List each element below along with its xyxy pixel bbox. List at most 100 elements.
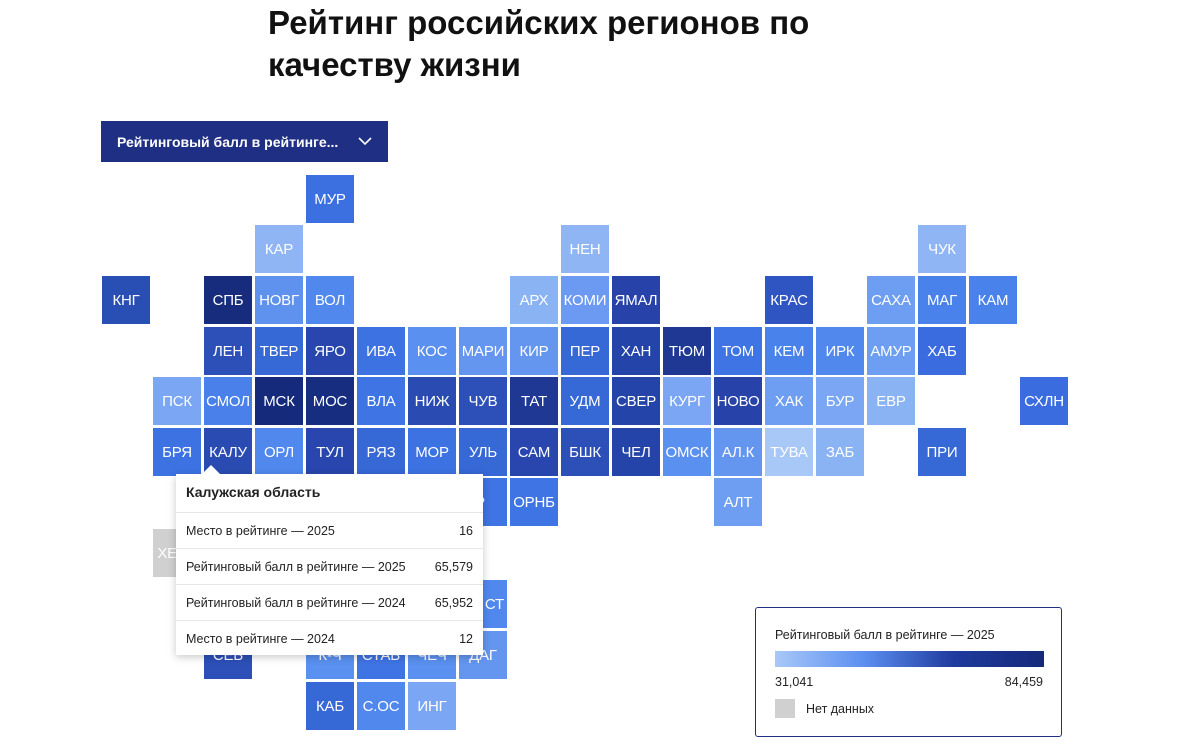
- region-tile-label: ПРИ: [926, 443, 958, 461]
- tooltip-row-label: Место в рейтинге — 2024: [186, 631, 335, 646]
- region-tile[interactable]: ЧУВ: [459, 377, 507, 425]
- region-tile[interactable]: КРАС: [765, 276, 813, 324]
- region-tile[interactable]: ЯМАЛ: [612, 276, 660, 324]
- region-tile[interactable]: МАГ: [918, 276, 966, 324]
- region-tile[interactable]: АЛТ: [714, 478, 762, 526]
- region-tile-label: МОС: [312, 392, 348, 410]
- tooltip-row-value: 16: [459, 523, 473, 538]
- region-tile[interactable]: НОВО: [714, 377, 762, 425]
- region-tile[interactable]: ХАБ: [918, 327, 966, 375]
- legend-title: Рейтинговый балл в рейтинге — 2025: [775, 628, 995, 642]
- region-tile[interactable]: АМУР: [867, 327, 915, 375]
- region-tile[interactable]: МАРИ: [459, 327, 507, 375]
- legend-max-value: 84,459: [1004, 675, 1043, 689]
- region-tile[interactable]: ХАК: [765, 377, 813, 425]
- region-tile-label: ТЮМ: [668, 342, 706, 360]
- region-tile[interactable]: КОС: [408, 327, 456, 375]
- region-tile[interactable]: ПСК: [153, 377, 201, 425]
- region-tile-label: ТОМ: [721, 342, 755, 360]
- region-tile-label: КАР: [264, 240, 294, 258]
- region-tile[interactable]: ЧЕЛ: [612, 428, 660, 476]
- tooltip-row-label: Место в рейтинге — 2025: [186, 523, 335, 538]
- region-tile[interactable]: ЛЕН: [204, 327, 252, 375]
- region-tile[interactable]: С.ОС: [357, 682, 405, 730]
- region-tile[interactable]: САХА: [867, 276, 915, 324]
- region-tile[interactable]: РЯЗ: [357, 428, 405, 476]
- region-tile-label: НИЖ: [414, 392, 450, 410]
- region-tile[interactable]: БРЯ: [153, 428, 201, 476]
- region-tile[interactable]: КОМИ: [561, 276, 609, 324]
- region-tile[interactable]: КАБ: [306, 682, 354, 730]
- region-tile-label: НЕН: [569, 240, 601, 258]
- region-tile[interactable]: ЧУК: [918, 225, 966, 273]
- tooltip-row: Рейтинговый балл в рейтинге — 2025 65,57…: [176, 549, 483, 585]
- region-tile[interactable]: ОРНБ: [510, 478, 558, 526]
- region-tile[interactable]: БШК: [561, 428, 609, 476]
- region-tile-label: МАГ: [926, 291, 958, 309]
- region-tile[interactable]: СВЕР: [612, 377, 660, 425]
- region-tile[interactable]: АРХ: [510, 276, 558, 324]
- region-tile[interactable]: ВОЛ: [306, 276, 354, 324]
- region-tile-label: МАРИ: [461, 342, 505, 360]
- region-tile[interactable]: ЯРО: [306, 327, 354, 375]
- metric-select[interactable]: Рейтинговый балл в рейтинге...: [101, 121, 388, 162]
- region-tile[interactable]: МОС: [306, 377, 354, 425]
- region-tile-label: ОРЛ: [263, 443, 295, 461]
- region-tile[interactable]: ЗАБ: [816, 428, 864, 476]
- region-tile[interactable]: НЕН: [561, 225, 609, 273]
- region-tile[interactable]: СХЛН: [1020, 377, 1068, 425]
- region-tile-label: ХАН: [620, 342, 652, 360]
- legend-no-data-swatch: [775, 699, 795, 718]
- region-tile[interactable]: ПЕР: [561, 327, 609, 375]
- region-tile[interactable]: ПРИ: [918, 428, 966, 476]
- region-tile[interactable]: ТВЕР: [255, 327, 303, 375]
- region-tile[interactable]: ОРЛ: [255, 428, 303, 476]
- region-tile-label: ЗАБ: [825, 443, 855, 461]
- region-tile[interactable]: ХЕ: [153, 529, 177, 577]
- region-tile[interactable]: ЕВР: [867, 377, 915, 425]
- region-tile[interactable]: КЕМ: [765, 327, 813, 375]
- region-tile[interactable]: ТОМ: [714, 327, 762, 375]
- region-tile[interactable]: ОМСК: [663, 428, 711, 476]
- region-tile-label: ЛЕН: [212, 342, 244, 360]
- region-tile[interactable]: УДМ: [561, 377, 609, 425]
- region-tile-label: НОВГ: [259, 291, 299, 309]
- tooltip-row: Место в рейтинге — 2024 12: [176, 621, 483, 656]
- tooltip-row: Рейтинговый балл в рейтинге — 2024 65,95…: [176, 585, 483, 621]
- region-tile-label: СМОЛ: [206, 392, 250, 410]
- region-tile[interactable]: СПБ: [204, 276, 252, 324]
- tooltip-row-value: 65,579: [434, 559, 473, 574]
- region-tile[interactable]: ТЮМ: [663, 327, 711, 375]
- region-tile-label: УДМ: [569, 392, 601, 410]
- region-tile[interactable]: ТУВА: [765, 428, 813, 476]
- region-tile[interactable]: МУР: [306, 175, 354, 223]
- region-tile-label: КОС: [416, 342, 448, 360]
- region-tile[interactable]: КИР: [510, 327, 558, 375]
- region-tile-label: КАЛУ: [209, 443, 247, 461]
- region-tile-label: АРХ: [519, 291, 549, 309]
- region-tile[interactable]: ИРК: [816, 327, 864, 375]
- region-tile[interactable]: МОР: [408, 428, 456, 476]
- region-tile[interactable]: ВЛА: [357, 377, 405, 425]
- region-tile[interactable]: БУР: [816, 377, 864, 425]
- region-tile[interactable]: КАМ: [969, 276, 1017, 324]
- region-tile[interactable]: АЛ.К: [714, 428, 762, 476]
- region-tile[interactable]: УЛЬ: [459, 428, 507, 476]
- region-tile[interactable]: САМ: [510, 428, 558, 476]
- tooltip-row: Место в рейтинге — 2025 16: [176, 513, 483, 549]
- region-tile[interactable]: КУРГ: [663, 377, 711, 425]
- region-tile[interactable]: МСК: [255, 377, 303, 425]
- region-tile-label: ЧУК: [928, 240, 956, 258]
- region-tile[interactable]: ТАТ: [510, 377, 558, 425]
- region-tile[interactable]: НИЖ: [408, 377, 456, 425]
- region-tile[interactable]: НОВГ: [255, 276, 303, 324]
- region-tile[interactable]: ТУЛ: [306, 428, 354, 476]
- region-tile-label: МОР: [415, 443, 449, 461]
- region-tile-label: ЯРО: [314, 342, 346, 360]
- region-tile[interactable]: СМОЛ: [204, 377, 252, 425]
- region-tile[interactable]: КНГ: [102, 276, 150, 324]
- region-tile[interactable]: КАР: [255, 225, 303, 273]
- region-tile[interactable]: ИВА: [357, 327, 405, 375]
- region-tile[interactable]: ИНГ: [408, 682, 456, 730]
- region-tile[interactable]: ХАН: [612, 327, 660, 375]
